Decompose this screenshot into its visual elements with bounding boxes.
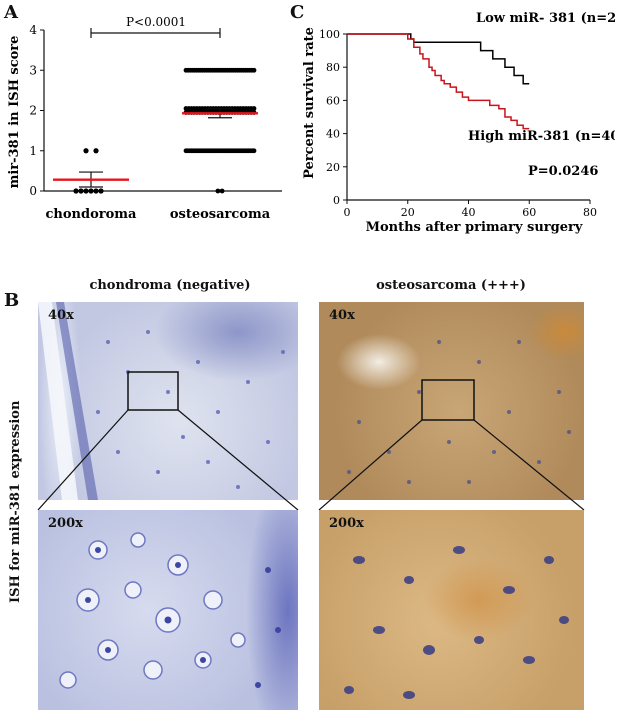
micrograph-chondroma-200x: 200x	[38, 510, 298, 710]
micrograph-chondroma-40x: 40x	[38, 302, 298, 500]
chart-a-point	[73, 188, 79, 194]
chart-c-ytick-label: 40	[326, 128, 340, 141]
chart-a-ytick-label: 2	[29, 104, 37, 118]
chart-c-ytick-label: 80	[326, 61, 340, 74]
chart-a-point	[219, 188, 225, 194]
legend-high: High miR-381 (n=40)	[468, 129, 615, 144]
chart-a-point	[251, 67, 257, 73]
micrograph-osteosarcoma-200x: 200x	[319, 510, 584, 710]
chart-a-point	[88, 188, 94, 194]
chart-a-point	[215, 188, 221, 194]
legend-low: Low miR- 381 (n=20)	[476, 11, 615, 26]
chart-c-ylabel: Percent survival rate	[302, 27, 317, 179]
chart-a-ytick-label: 1	[29, 144, 37, 158]
chart-a-ytick-label: 0	[29, 184, 37, 198]
survival-line-high	[347, 33, 530, 130]
panel-b-letter: B	[4, 290, 20, 311]
mag-label-chondroma-40x: 40x	[48, 308, 74, 323]
chart-a-point	[83, 188, 89, 194]
chart-c-ytick-label: 60	[326, 94, 340, 107]
mag-label-osteosarcoma-200x: 200x	[329, 516, 364, 531]
mag-label-chondroma-200x: 200x	[48, 516, 83, 531]
survival-chart-c: 0 20 40 60 80 100 0 20 40 60 80 Percent survival r…	[302, 11, 615, 235]
chart-a-pvalue: P<0.0001	[126, 15, 186, 29]
survival-line-low	[347, 33, 530, 85]
chart-a-ylabel: mir-381 in ISH score	[7, 36, 22, 189]
chart-c-xtick-label: 60	[522, 206, 536, 219]
chart-c-ytick-label: 0	[333, 194, 340, 207]
chart-a-xlabel-osteosarcoma: osteosarcoma	[170, 207, 271, 222]
chart-c-xtick-label: 40	[462, 206, 476, 219]
chart-c-ytick-label: 20	[326, 161, 340, 174]
panel-a-letter: A	[4, 2, 18, 23]
scatter-chart-a: 0 1 2 3 4 mir-381 in ISH score chondoroma os…	[7, 15, 282, 222]
chart-a-point	[83, 148, 89, 154]
chart-c-xtick-label: 0	[344, 206, 351, 219]
micrograph-osteosarcoma-40x: 40x	[319, 302, 584, 500]
chart-a-point	[78, 188, 84, 194]
chart-a-bracket	[90, 28, 221, 38]
chart-c-xlabel: Months after primary surgery	[366, 220, 583, 235]
chart-a-point	[98, 188, 104, 194]
chart-a-point	[251, 106, 257, 111]
caption-chondroma: chondroma (negative)	[89, 278, 251, 293]
mag-label-osteosarcoma-40x: 40x	[329, 308, 355, 323]
chart-a-point	[93, 148, 99, 154]
chart-a-point	[93, 188, 99, 194]
chart-a-ytick-label: 3	[29, 63, 37, 77]
caption-osteosarcoma: osteosarcoma (+++)	[376, 278, 526, 293]
side-label-ish: ISH for miR-381 expression	[8, 400, 23, 603]
panel-c-letter: C	[290, 2, 305, 23]
chart-c-xtick-label: 80	[583, 206, 597, 219]
chart-c-xtick-label: 20	[401, 206, 415, 219]
chart-a-point	[251, 148, 257, 154]
chart-a-xlabel-chondoroma: chondoroma	[46, 207, 138, 222]
chart-c-ytick-label: 100	[319, 28, 340, 41]
chart-c-pvalue: P=0.0246	[528, 164, 598, 179]
chart-a-ytick-label: 4	[29, 23, 37, 37]
